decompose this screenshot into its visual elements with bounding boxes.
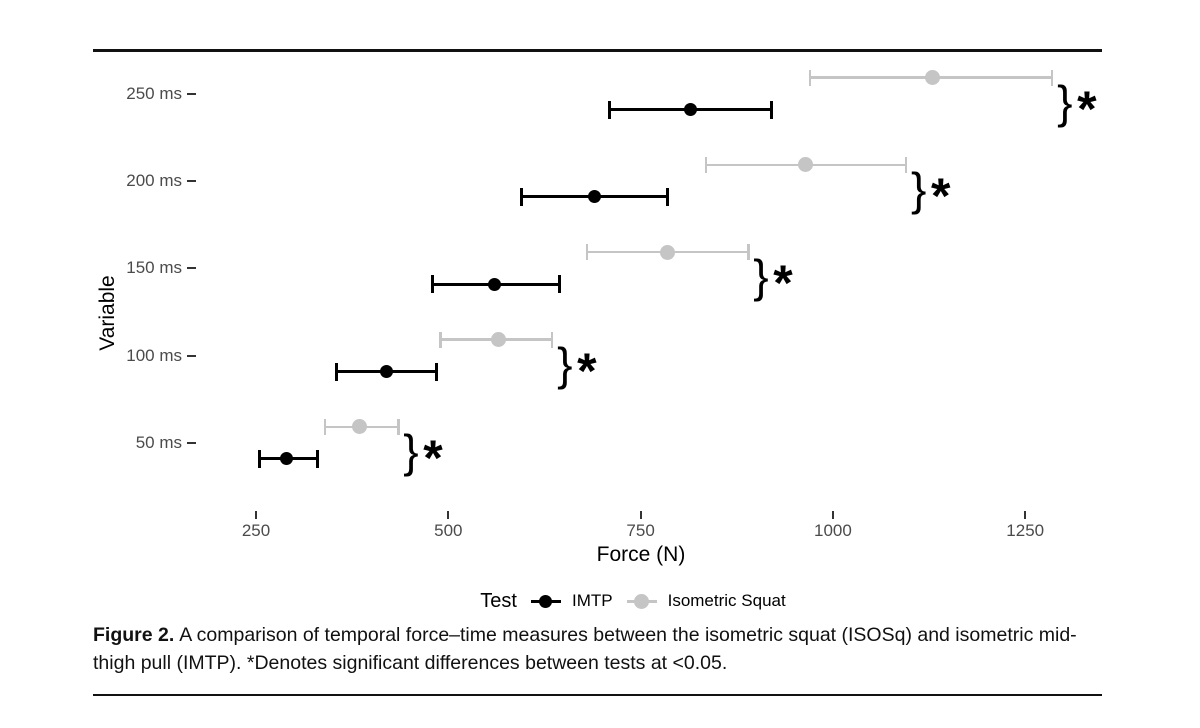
significance-brace: }: [1057, 75, 1073, 128]
y-tick-mark: [187, 354, 196, 357]
legend-key-dot: [634, 593, 650, 609]
significance-brace: }: [403, 424, 419, 477]
figure-caption-label: Figure 2.: [93, 624, 175, 646]
legend-item-imtp: IMTP: [530, 591, 613, 611]
y-tick-label: 100 ms: [126, 345, 182, 365]
point-isometric-squat-150-ms: [660, 244, 676, 260]
figure-caption-text: A comparison of temporal force–time meas…: [93, 624, 1077, 674]
errorbar-cap-imtp-200-ms: [666, 187, 670, 206]
errorbar-cap-imtp-50-ms: [316, 449, 320, 468]
top-rule-divider: [93, 49, 1102, 52]
x-tick-label: 1250: [1006, 521, 1045, 540]
x-tick-mark: [255, 511, 257, 519]
legend-item-isometric-squat: Isometric Squat: [626, 591, 786, 611]
significance-brace: }: [753, 250, 769, 303]
errorbar-cap-isometric-squat-150-ms: [747, 244, 750, 261]
point-imtp-250-ms: [684, 103, 698, 116]
x-tick-label: 500: [434, 521, 463, 540]
significance-brace: }: [910, 162, 927, 215]
errorbar-cap-isometric-squat-250-ms: [808, 69, 812, 86]
legend-key-imtp: [530, 592, 561, 610]
legend-label-isometric-squat: Isometric Squat: [667, 591, 786, 610]
errorbar-cap-imtp-250-ms: [769, 100, 773, 119]
point-imtp-50-ms: [280, 452, 294, 466]
chart-legend: Test IMTP Isometric Squat: [93, 588, 1173, 614]
errorbar-cap-imtp-250-ms: [608, 100, 612, 119]
errorbar-cap-isometric-squat-100-ms: [439, 331, 442, 348]
point-imtp-150-ms: [487, 277, 501, 291]
point-imtp-100-ms: [380, 365, 394, 379]
errorbar-cap-imtp-200-ms: [519, 187, 523, 206]
x-axis-title: Force (N): [596, 543, 686, 566]
significance-star: *: [930, 167, 951, 224]
point-isometric-squat-100-ms: [490, 332, 506, 348]
bottom-rule-divider: [93, 694, 1102, 696]
legend-title: Test: [480, 589, 517, 612]
legend-key-dot: [539, 594, 553, 608]
errorbar-cap-imtp-150-ms: [558, 275, 562, 294]
y-tick-label: 200 ms: [126, 170, 182, 190]
y-axis-title: Variable: [96, 275, 119, 351]
x-tick-mark: [831, 511, 834, 519]
x-tick-label: 250: [241, 521, 271, 540]
errorbar-cap-imtp-50-ms: [258, 449, 262, 468]
y-tick-mark: [187, 267, 196, 270]
point-isometric-squat-50-ms: [352, 419, 368, 435]
y-tick-label: 150 ms: [126, 258, 182, 278]
y-tick-mark: [187, 441, 196, 444]
significance-star: *: [423, 429, 443, 486]
legend-key-isometric-squat: [626, 592, 657, 610]
y-tick-label: 50 ms: [135, 432, 182, 452]
errorbar-cap-isometric-squat-100-ms: [550, 331, 554, 348]
errorbar-cap-imtp-100-ms: [335, 362, 339, 381]
x-tick-label: 750: [626, 521, 655, 540]
errorbar-cap-isometric-squat-250-ms: [1050, 69, 1054, 86]
errorbar-cap-imtp-100-ms: [435, 362, 439, 381]
point-isometric-squat-200-ms: [798, 157, 814, 173]
significance-star: *: [1077, 80, 1097, 137]
y-tick-label: 250 ms: [126, 83, 182, 103]
chart-panel: 250 ms} * 200 ms} * 150 ms} * 100 ms} * 50 ms} * 2…: [126, 69, 1097, 540]
legend-label-imtp: IMTP: [571, 591, 613, 610]
errorbar-cap-isometric-squat-150-ms: [585, 244, 589, 261]
figure-caption: Figure 2. A comparison of temporal force–…: [93, 622, 1109, 677]
x-tick-mark: [639, 511, 642, 519]
errorbar-cap-imtp-150-ms: [431, 275, 435, 294]
significance-star: *: [773, 255, 793, 312]
point-isometric-squat-250-ms: [925, 70, 941, 85]
y-tick-mark: [187, 179, 196, 182]
errorbar-cap-isometric-squat-50-ms: [323, 418, 327, 435]
point-imtp-200-ms: [587, 190, 601, 204]
x-tick-label: 1000: [814, 521, 852, 540]
y-tick-mark: [187, 92, 196, 95]
errorbar-cap-isometric-squat-200-ms: [904, 156, 908, 173]
errorbar-cap-isometric-squat-200-ms: [704, 156, 708, 173]
x-tick-mark: [1024, 511, 1027, 519]
significance-star: *: [577, 342, 597, 399]
significance-brace: }: [557, 337, 573, 390]
errorbar-cap-isometric-squat-50-ms: [397, 418, 400, 435]
x-tick-mark: [447, 511, 450, 519]
